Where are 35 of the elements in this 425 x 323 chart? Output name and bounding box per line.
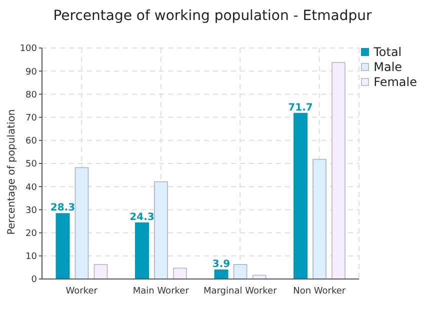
- bar: [94, 264, 108, 279]
- bar: [154, 181, 168, 279]
- bar: [233, 264, 248, 279]
- y-tick-label: 100: [20, 44, 38, 54]
- x-tick-label: Non Worker: [293, 286, 346, 296]
- bar: [214, 269, 228, 279]
- bar: [173, 268, 188, 279]
- x-tick-label: Marginal Worker: [203, 286, 278, 296]
- y-tick-label: 10: [26, 252, 38, 262]
- y-tick-label: 80: [26, 90, 38, 100]
- y-tick-label: 30: [26, 206, 38, 216]
- legend-label: Female: [374, 74, 417, 88]
- data-label: 71.7: [288, 102, 313, 114]
- data-label: 28.3: [50, 202, 76, 214]
- x-tick-label: Worker: [66, 286, 98, 296]
- y-tick-label: 20: [26, 228, 38, 239]
- y-tick-label: 50: [26, 160, 38, 170]
- bar: [135, 222, 150, 279]
- chart-title: Percentage of working population - Etmadpur: [52, 8, 373, 24]
- y-tick-label: 90: [26, 67, 38, 78]
- bar: [56, 213, 70, 279]
- x-tick-label: Main Worker: [132, 286, 190, 296]
- legend-label: Male: [374, 60, 402, 74]
- y-tick-label: 40: [26, 182, 38, 193]
- bar: [74, 167, 89, 279]
- legend-label: Total: [374, 44, 402, 58]
- y-tick-label: 60: [26, 136, 38, 147]
- y-axis-title: Percentage of population: [6, 109, 18, 235]
- y-tick-label: 70: [26, 113, 38, 124]
- data-label: 3.9: [212, 258, 230, 270]
- data-label: 24.3: [130, 212, 154, 223]
- bar: [312, 158, 327, 279]
- bar: [294, 112, 308, 279]
- bar: [332, 62, 346, 279]
- y-tick-label: 0: [31, 275, 38, 286]
